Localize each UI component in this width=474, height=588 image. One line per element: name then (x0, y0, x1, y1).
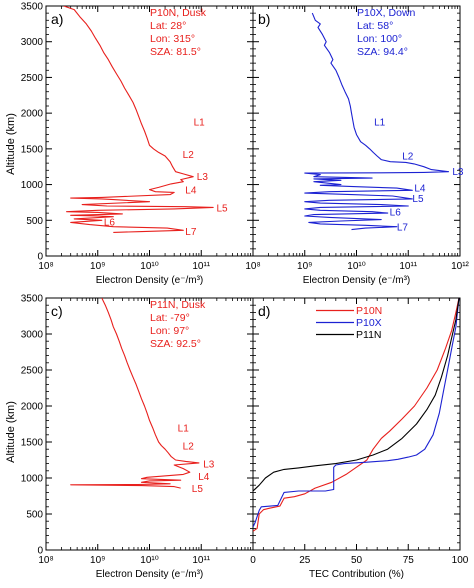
series-line-p10x (253, 298, 460, 528)
x-tick-label: 10¹¹ (399, 261, 417, 272)
series-line-1 (70, 298, 200, 489)
legend-label-p10n: P10N (356, 305, 382, 317)
info-line-3: Lon: 315° (150, 33, 195, 45)
x-tick-label: 10¹² (451, 261, 469, 272)
panel-label: d) (258, 303, 270, 319)
layer-label-l1: L1 (178, 424, 190, 435)
y-tick-label: 3500 (21, 294, 44, 305)
info-line-3: Lon: 97° (150, 325, 189, 337)
layer-label-l3: L3 (452, 167, 464, 178)
layer-label-l4: L4 (198, 472, 210, 483)
panel-label: c) (51, 303, 63, 319)
y-tick-label: 3000 (21, 37, 44, 48)
info-line-1: P10X, Down (357, 7, 416, 19)
y-tick-label: 2500 (21, 73, 44, 84)
x-tick-label: 10¹⁰ (140, 261, 158, 272)
series-line-1 (304, 12, 450, 231)
series-line-p11n (253, 298, 460, 492)
info-line-1: P11N, Dusk (150, 299, 206, 311)
x-tick-label: 10⁸ (245, 261, 260, 272)
info-line-2: Lat: -79° (150, 312, 190, 324)
info-line-2: Lat: 58° (357, 20, 393, 32)
y-tick-label: 1000 (21, 474, 44, 485)
layer-label-l3: L3 (203, 460, 215, 471)
info-line-4: SZA: 92.5° (150, 338, 201, 350)
layer-label-l6: L6 (104, 218, 116, 229)
layer-label-l3: L3 (197, 172, 209, 183)
layer-label-l7: L7 (397, 223, 409, 234)
x-axis-label: Electron Density (e⁻/m³) (96, 275, 204, 286)
x-tick-label: 10¹⁰ (140, 555, 158, 566)
x-axis-label: Electron Density (e⁻/m³) (303, 275, 411, 286)
chart-panel-3: 0 500 1000 1500 2000 2500 3000 3500 10⁸ 10⁹ 10¹⁰ 10… (21, 294, 254, 580)
layer-label-l1: L1 (194, 118, 206, 129)
x-tick-label: 10¹⁰ (347, 261, 365, 272)
layer-label-l2: L2 (402, 151, 414, 162)
layer-label-l4: L4 (185, 186, 197, 197)
layer-label-l2: L2 (183, 150, 195, 161)
info-line-4: SZA: 81.5° (150, 46, 201, 58)
layer-label-l5: L5 (216, 203, 228, 214)
x-tick-label: 0 (250, 555, 256, 566)
series-line-p10n (253, 298, 460, 532)
y-tick-label: 3500 (21, 2, 44, 13)
x-tick-label: 10⁹ (90, 555, 105, 566)
layer-label-l5: L5 (192, 484, 204, 495)
x-tick-label: 10¹¹ (192, 555, 210, 566)
y-axis-label-bottom: Altitude (km) (5, 401, 17, 463)
y-tick-label: 2500 (21, 366, 44, 377)
layer-label-l7: L7 (185, 227, 197, 238)
y-tick-label: 1000 (21, 180, 44, 191)
chart-panel-4: 0 25 50 75 100 TEC Contribution (%) d) P10NP10X… (250, 297, 469, 580)
layer-label-l1: L1 (374, 118, 386, 129)
info-line-3: Lon: 100° (357, 33, 402, 45)
y-tick-label: 500 (26, 216, 43, 227)
info-line-1: P10N, Dusk (150, 7, 207, 19)
info-line-4: SZA: 94.4° (357, 46, 408, 58)
y-tick-label: 2000 (21, 402, 44, 413)
panel-label: b) (258, 11, 270, 27)
layer-label-l2: L2 (183, 442, 195, 453)
x-tick-label: 75 (403, 555, 415, 566)
x-tick-label: 50 (351, 555, 363, 566)
chart-panel-1: 0 500 1000 1500 2000 2500 3000 3500 10⁸ 10⁹ 10¹⁰ 10… (21, 2, 254, 286)
x-tick-label: 10¹¹ (192, 261, 210, 272)
x-tick-label: 10⁸ (38, 261, 53, 272)
chart-panel-2: 10⁸ 10⁹ 10¹⁰ 10¹¹ 10¹² Electron Density (e⁻/m… (245, 5, 470, 286)
series-line-1 (63, 6, 214, 233)
y-tick-label: 500 (26, 510, 43, 521)
layer-label-l4: L4 (414, 183, 426, 194)
y-tick-label: 1500 (21, 144, 44, 155)
x-tick-label: 100 (452, 555, 469, 566)
x-tick-label: 10⁹ (297, 261, 312, 272)
x-tick-label: 25 (299, 555, 311, 566)
y-tick-label: 1500 (21, 438, 44, 449)
x-axis-label: Electron Density (e⁻/m³) (96, 569, 204, 580)
y-tick-label: 0 (37, 252, 43, 263)
y-tick-label: 2000 (21, 109, 44, 120)
panel-label: a) (51, 11, 63, 27)
y-tick-label: 3000 (21, 330, 44, 341)
y-axis-label-top: Altitude (km) (5, 113, 17, 175)
layer-label-l5: L5 (412, 194, 424, 205)
y-tick-label: 0 (37, 546, 43, 557)
legend-label-p11n: P11N (356, 329, 382, 341)
x-tick-label: 10⁸ (38, 555, 53, 566)
x-tick-label: 10⁹ (90, 261, 105, 272)
legend-label-p10x: P10X (356, 317, 382, 329)
info-line-2: Lat: 28° (150, 20, 186, 32)
layer-label-l6: L6 (390, 208, 402, 219)
x-axis-label: TEC Contribution (%) (309, 569, 404, 580)
